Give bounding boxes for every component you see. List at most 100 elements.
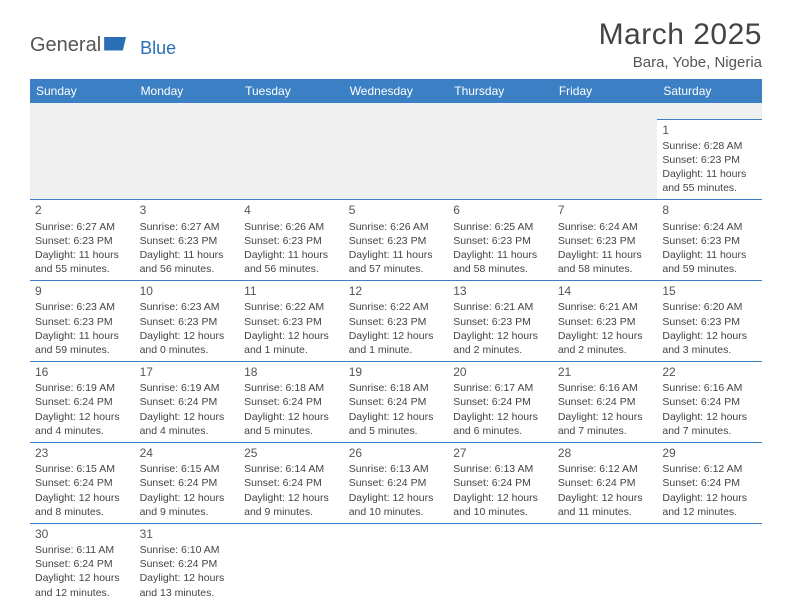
calendar-cell [30, 119, 135, 200]
daylight-line: Daylight: 12 hours and 13 minutes. [140, 571, 235, 599]
sunrise-line: Sunrise: 6:23 AM [35, 300, 130, 314]
sunset-line: Sunset: 6:24 PM [453, 395, 548, 409]
calendar-row: 23Sunrise: 6:15 AMSunset: 6:24 PMDayligh… [30, 443, 762, 524]
sunrise-line: Sunrise: 6:26 AM [349, 220, 444, 234]
calendar-cell: 2Sunrise: 6:27 AMSunset: 6:23 PMDaylight… [30, 200, 135, 281]
day-number: 12 [349, 283, 444, 299]
day-number: 2 [35, 202, 130, 218]
day-number: 17 [140, 364, 235, 380]
logo-flag-icon [104, 37, 126, 51]
daylight-line: Daylight: 12 hours and 3 minutes. [662, 329, 757, 357]
sunrise-line: Sunrise: 6:11 AM [35, 543, 130, 557]
day-number: 22 [662, 364, 757, 380]
sunrise-line: Sunrise: 6:13 AM [453, 462, 548, 476]
day-number: 4 [244, 202, 339, 218]
calendar-cell: 24Sunrise: 6:15 AMSunset: 6:24 PMDayligh… [135, 443, 240, 524]
calendar-row: 2Sunrise: 6:27 AMSunset: 6:23 PMDaylight… [30, 200, 762, 281]
sunrise-line: Sunrise: 6:19 AM [35, 381, 130, 395]
day-number: 31 [140, 526, 235, 542]
sunset-line: Sunset: 6:24 PM [349, 476, 444, 490]
calendar-cell: 8Sunrise: 6:24 AMSunset: 6:23 PMDaylight… [657, 200, 762, 281]
calendar-cell: 31Sunrise: 6:10 AMSunset: 6:24 PMDayligh… [135, 523, 240, 603]
calendar-cell: 27Sunrise: 6:13 AMSunset: 6:24 PMDayligh… [448, 443, 553, 524]
day-number: 21 [558, 364, 653, 380]
daylight-line: Daylight: 12 hours and 0 minutes. [140, 329, 235, 357]
daylight-line: Daylight: 12 hours and 8 minutes. [35, 491, 130, 519]
sunrise-line: Sunrise: 6:22 AM [244, 300, 339, 314]
daylight-line: Daylight: 12 hours and 7 minutes. [662, 410, 757, 438]
day-number: 3 [140, 202, 235, 218]
sunrise-line: Sunrise: 6:16 AM [662, 381, 757, 395]
sunrise-line: Sunrise: 6:18 AM [349, 381, 444, 395]
calendar-cell: 23Sunrise: 6:15 AMSunset: 6:24 PMDayligh… [30, 443, 135, 524]
daylight-line: Daylight: 12 hours and 4 minutes. [140, 410, 235, 438]
sunrise-line: Sunrise: 6:16 AM [558, 381, 653, 395]
sunrise-line: Sunrise: 6:28 AM [662, 139, 757, 153]
sunset-line: Sunset: 6:24 PM [35, 557, 130, 571]
sunrise-line: Sunrise: 6:17 AM [453, 381, 548, 395]
day-number: 8 [662, 202, 757, 218]
sunset-line: Sunset: 6:24 PM [140, 557, 235, 571]
calendar-cell: 21Sunrise: 6:16 AMSunset: 6:24 PMDayligh… [553, 362, 658, 443]
calendar-cell [448, 119, 553, 200]
calendar-cell: 4Sunrise: 6:26 AMSunset: 6:23 PMDaylight… [239, 200, 344, 281]
daylight-line: Daylight: 11 hours and 55 minutes. [662, 167, 757, 195]
day-number: 29 [662, 445, 757, 461]
daylight-line: Daylight: 12 hours and 5 minutes. [244, 410, 339, 438]
calendar-cell: 19Sunrise: 6:18 AMSunset: 6:24 PMDayligh… [344, 362, 449, 443]
day-number: 30 [35, 526, 130, 542]
calendar-cell: 11Sunrise: 6:22 AMSunset: 6:23 PMDayligh… [239, 281, 344, 362]
daylight-line: Daylight: 12 hours and 10 minutes. [349, 491, 444, 519]
calendar-cell [135, 119, 240, 200]
daylight-line: Daylight: 12 hours and 9 minutes. [140, 491, 235, 519]
calendar-cell: 12Sunrise: 6:22 AMSunset: 6:23 PMDayligh… [344, 281, 449, 362]
calendar-cell: 18Sunrise: 6:18 AMSunset: 6:24 PMDayligh… [239, 362, 344, 443]
calendar-cell: 1Sunrise: 6:28 AMSunset: 6:23 PMDaylight… [657, 119, 762, 200]
sunrise-line: Sunrise: 6:14 AM [244, 462, 339, 476]
daylight-line: Daylight: 12 hours and 11 minutes. [558, 491, 653, 519]
sunset-line: Sunset: 6:23 PM [140, 315, 235, 329]
calendar-cell: 6Sunrise: 6:25 AMSunset: 6:23 PMDaylight… [448, 200, 553, 281]
sunrise-line: Sunrise: 6:23 AM [140, 300, 235, 314]
daylight-line: Daylight: 11 hours and 59 minutes. [662, 248, 757, 276]
calendar-cell: 9Sunrise: 6:23 AMSunset: 6:23 PMDaylight… [30, 281, 135, 362]
calendar-cell: 29Sunrise: 6:12 AMSunset: 6:24 PMDayligh… [657, 443, 762, 524]
day-number: 9 [35, 283, 130, 299]
sunrise-line: Sunrise: 6:24 AM [558, 220, 653, 234]
sunrise-line: Sunrise: 6:10 AM [140, 543, 235, 557]
sunset-line: Sunset: 6:23 PM [558, 315, 653, 329]
sunrise-line: Sunrise: 6:27 AM [140, 220, 235, 234]
sunset-line: Sunset: 6:24 PM [140, 395, 235, 409]
calendar-cell [553, 119, 658, 200]
daylight-line: Daylight: 12 hours and 12 minutes. [662, 491, 757, 519]
sunset-line: Sunset: 6:23 PM [244, 234, 339, 248]
calendar-row: 30Sunrise: 6:11 AMSunset: 6:24 PMDayligh… [30, 523, 762, 603]
sunset-line: Sunset: 6:24 PM [349, 395, 444, 409]
sunset-line: Sunset: 6:24 PM [140, 476, 235, 490]
day-number: 7 [558, 202, 653, 218]
day-number: 16 [35, 364, 130, 380]
weekday-header: Monday [135, 79, 240, 103]
sunrise-line: Sunrise: 6:12 AM [662, 462, 757, 476]
daylight-line: Daylight: 12 hours and 10 minutes. [453, 491, 548, 519]
day-number: 1 [662, 122, 757, 138]
sunrise-line: Sunrise: 6:25 AM [453, 220, 548, 234]
day-number: 13 [453, 283, 548, 299]
daylight-line: Daylight: 11 hours and 55 minutes. [35, 248, 130, 276]
calendar-cell: 16Sunrise: 6:19 AMSunset: 6:24 PMDayligh… [30, 362, 135, 443]
daylight-line: Daylight: 12 hours and 6 minutes. [453, 410, 548, 438]
daylight-line: Daylight: 12 hours and 1 minute. [244, 329, 339, 357]
daylight-line: Daylight: 11 hours and 56 minutes. [244, 248, 339, 276]
day-number: 19 [349, 364, 444, 380]
daylight-line: Daylight: 12 hours and 2 minutes. [558, 329, 653, 357]
calendar-cell: 5Sunrise: 6:26 AMSunset: 6:23 PMDaylight… [344, 200, 449, 281]
calendar-row: 1Sunrise: 6:28 AMSunset: 6:23 PMDaylight… [30, 119, 762, 200]
calendar-cell: 17Sunrise: 6:19 AMSunset: 6:24 PMDayligh… [135, 362, 240, 443]
daylight-line: Daylight: 12 hours and 4 minutes. [35, 410, 130, 438]
calendar-cell: 26Sunrise: 6:13 AMSunset: 6:24 PMDayligh… [344, 443, 449, 524]
sunset-line: Sunset: 6:24 PM [662, 395, 757, 409]
sunset-line: Sunset: 6:23 PM [35, 234, 130, 248]
weekday-header: Thursday [448, 79, 553, 103]
sunset-line: Sunset: 6:23 PM [558, 234, 653, 248]
logo: General Blue [30, 28, 140, 63]
